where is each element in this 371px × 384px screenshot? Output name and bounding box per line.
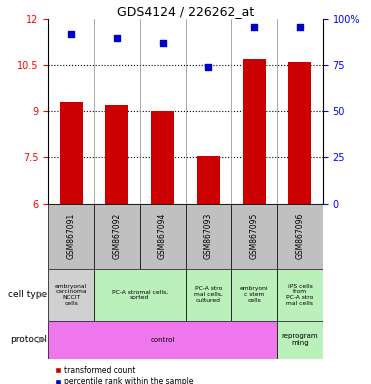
Text: control: control xyxy=(150,337,175,343)
Bar xyxy=(289,62,311,204)
Bar xyxy=(140,204,186,269)
Bar xyxy=(243,59,266,204)
Bar xyxy=(48,269,94,321)
Bar xyxy=(277,321,323,359)
Bar xyxy=(197,156,220,204)
Point xyxy=(160,40,165,46)
Title: GDS4124 / 226262_at: GDS4124 / 226262_at xyxy=(117,5,254,18)
Text: cell type: cell type xyxy=(8,290,47,299)
Point xyxy=(251,23,257,30)
Bar xyxy=(231,204,277,269)
Text: embryonal
carcinoma
NCCIT
cells: embryonal carcinoma NCCIT cells xyxy=(55,283,87,306)
Text: GSM867095: GSM867095 xyxy=(250,213,259,259)
Bar xyxy=(231,269,277,321)
Text: PC-A stro
mal cells,
cultured: PC-A stro mal cells, cultured xyxy=(194,286,223,303)
Text: protocol: protocol xyxy=(10,335,47,344)
Bar xyxy=(60,102,82,204)
Text: embryoni
c stem
cells: embryoni c stem cells xyxy=(240,286,269,303)
Bar xyxy=(94,269,186,321)
Legend: transformed count, percentile rank within the sample: transformed count, percentile rank withi… xyxy=(52,363,197,384)
Bar xyxy=(94,204,140,269)
Bar xyxy=(105,105,128,204)
Bar xyxy=(48,204,94,269)
Text: GSM867091: GSM867091 xyxy=(67,213,76,259)
Text: GSM867093: GSM867093 xyxy=(204,213,213,259)
Bar xyxy=(186,204,231,269)
Point xyxy=(206,64,211,70)
Bar xyxy=(151,111,174,204)
Point xyxy=(297,23,303,30)
Point xyxy=(114,35,120,41)
Text: GSM867094: GSM867094 xyxy=(158,213,167,259)
Point xyxy=(68,31,74,37)
Text: iPS cells
from
PC-A stro
mal cells: iPS cells from PC-A stro mal cells xyxy=(286,283,313,306)
Bar xyxy=(277,269,323,321)
Text: PC-A stromal cells,
sorted: PC-A stromal cells, sorted xyxy=(112,289,168,300)
Bar xyxy=(48,321,277,359)
Text: GSM867092: GSM867092 xyxy=(112,213,121,259)
Bar xyxy=(277,204,323,269)
Bar xyxy=(186,269,231,321)
Text: GSM867096: GSM867096 xyxy=(295,213,304,259)
Text: reprogram
ming: reprogram ming xyxy=(282,333,318,346)
